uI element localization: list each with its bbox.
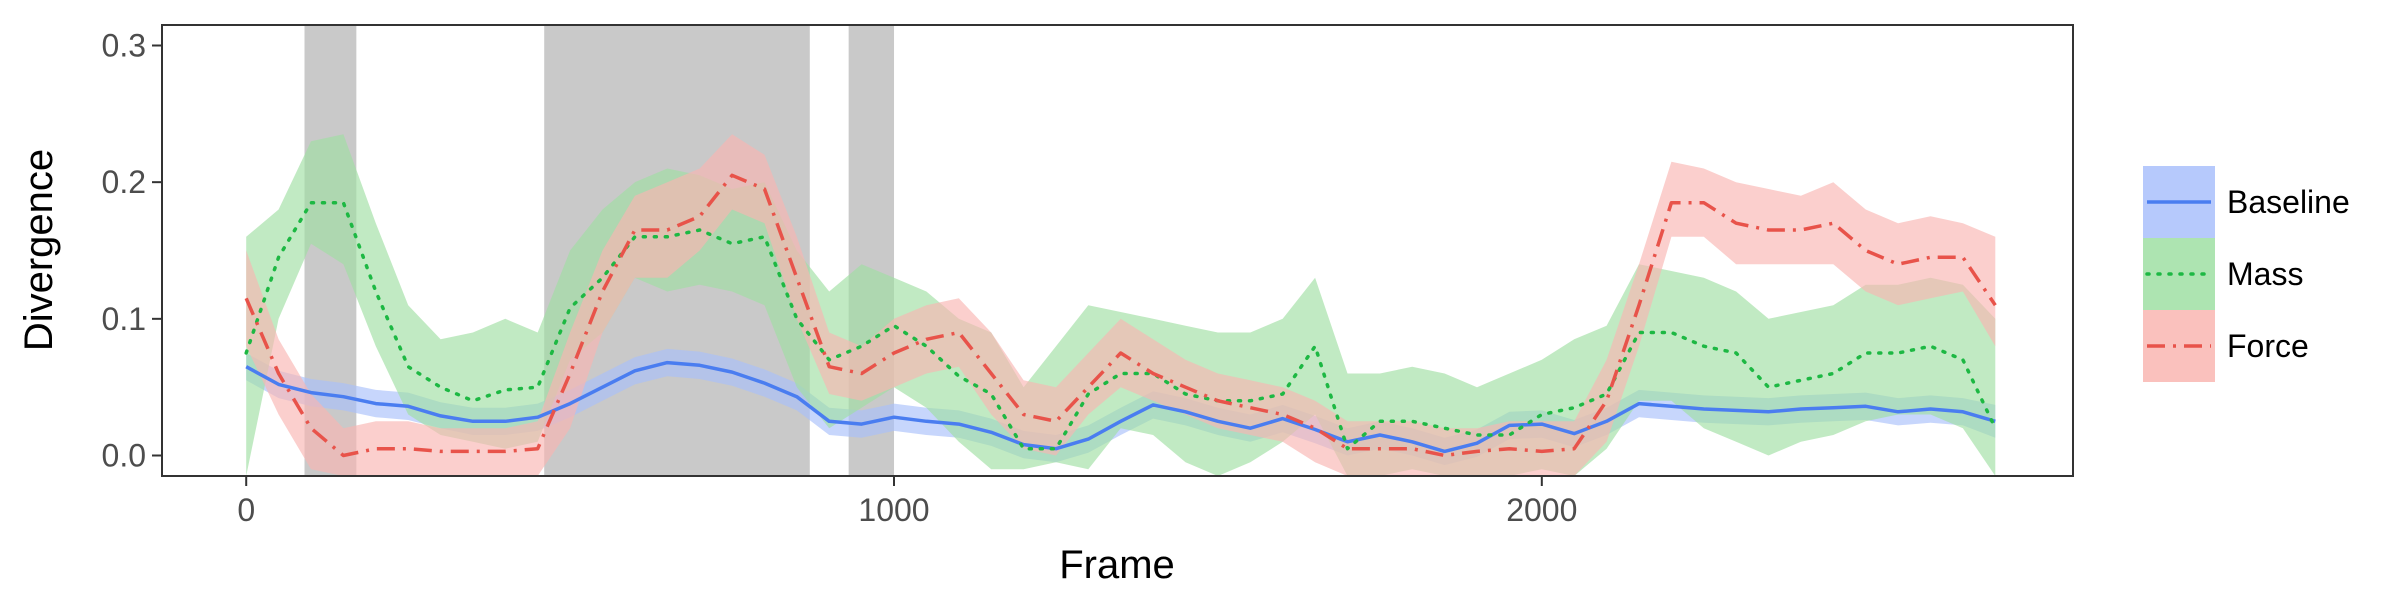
y-tick-label: 0.2 (102, 164, 146, 200)
x-tick-label: 1000 (858, 492, 929, 528)
y-axis-title: Divergence (17, 149, 61, 351)
axes: 0.0 0.1 0.2 0.3 0 1000 2000 (102, 28, 1578, 529)
y-tick-label: 0.0 (102, 438, 146, 474)
x-tick-label: 2000 (1506, 492, 1577, 528)
y-tick-label: 0.1 (102, 301, 146, 337)
legend-item-baseline: Baseline (2143, 166, 2350, 238)
x-axis-title: Frame (1059, 543, 1175, 587)
y-tick-label: 0.3 (102, 28, 146, 64)
plot-area (244, 25, 1998, 476)
line-baseline (245, 360, 1996, 454)
legend-label-mass: Mass (2227, 256, 2303, 292)
legend-label-force: Force (2227, 328, 2309, 364)
legend-label-baseline: Baseline (2227, 184, 2350, 220)
x-tick-label: 0 (237, 492, 255, 528)
plot-border (161, 24, 2074, 477)
legend-item-force: Force (2143, 310, 2309, 382)
band-force (246, 134, 1996, 476)
legend: Baseline Mass Force (2143, 166, 2350, 382)
line-force (244, 173, 1997, 458)
line-mass (244, 200, 1998, 451)
legend-item-mass: Mass (2143, 238, 2303, 310)
